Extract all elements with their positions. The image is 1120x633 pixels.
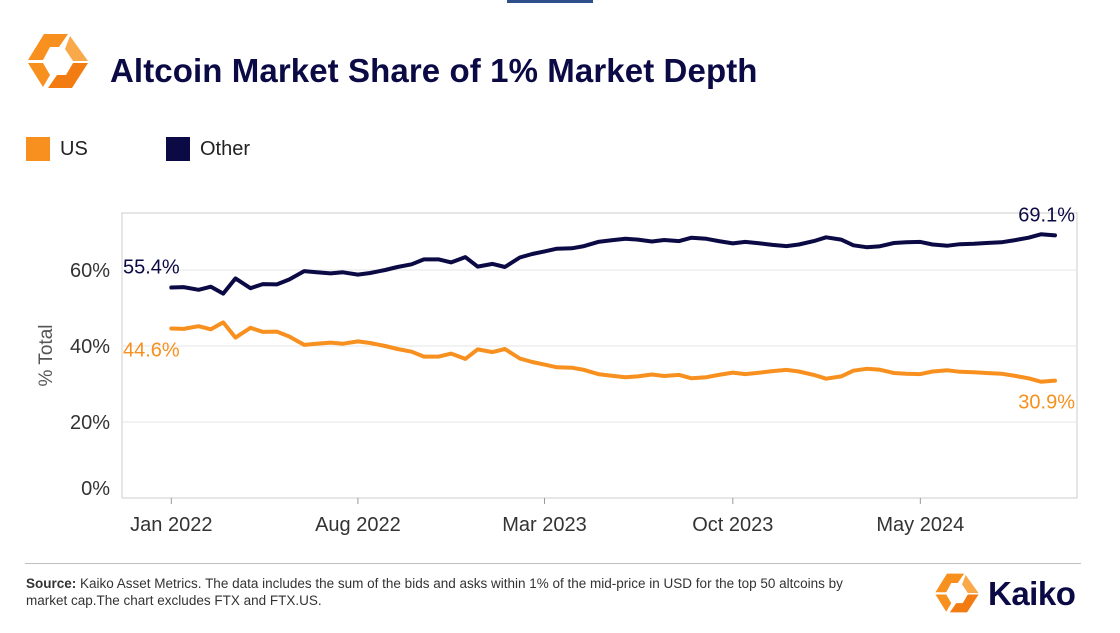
source-label: Source: (26, 576, 77, 591)
kaiko-brand: Kaiko (934, 570, 1094, 618)
footer-divider (25, 563, 1081, 564)
y-axis-title: % Total (36, 325, 57, 387)
y-tick-label: 0% (81, 478, 110, 500)
x-tick-label: Aug 2022 (315, 514, 401, 536)
source-text: Kaiko Asset Metrics. The data includes t… (26, 576, 843, 608)
logo-top-right (65, 36, 88, 61)
logo-bottom-right (48, 63, 88, 88)
brand-name: Kaiko (988, 575, 1076, 612)
legend-swatch-us (26, 137, 50, 161)
data-label-us-start: 44.6% (123, 340, 180, 362)
logo-top-left (28, 34, 68, 60)
legend-label-other: Other (200, 138, 251, 160)
logo-bottom-left (28, 63, 50, 87)
kaiko-logo-icon (28, 34, 88, 88)
data-label-other-end: 69.1% (1018, 204, 1075, 226)
x-tick-label: Mar 2023 (502, 514, 587, 536)
y-tick-label: 20% (70, 412, 110, 434)
series-line-other (169, 232, 1057, 296)
chart-title: Altcoin Market Share of 1% Market Depth (110, 52, 758, 89)
x-tick-label: Jan 2022 (130, 514, 212, 536)
line-chart: 0% 20% 40% 60% % Total Jan 2022 Aug 2022 Mar 20… (36, 204, 1078, 536)
data-label-other-start: 55.4% (123, 256, 180, 278)
plot-frame (121, 212, 1078, 499)
x-tick-label: May 2024 (876, 514, 964, 536)
x-tick-label: Oct 2023 (692, 514, 773, 536)
legend-swatch-other (166, 137, 190, 161)
kaiko-brand-icon (935, 573, 979, 613)
data-label-us-end: 30.9% (1018, 392, 1075, 414)
series-line-us (169, 320, 1057, 384)
y-tick-label: 40% (70, 336, 110, 358)
top-tab-indicator (507, 0, 593, 3)
legend-label-us: US (60, 138, 88, 160)
y-tick-label: 60% (70, 260, 110, 282)
source-note: Source: Kaiko Asset Metrics. The data in… (26, 575, 846, 609)
